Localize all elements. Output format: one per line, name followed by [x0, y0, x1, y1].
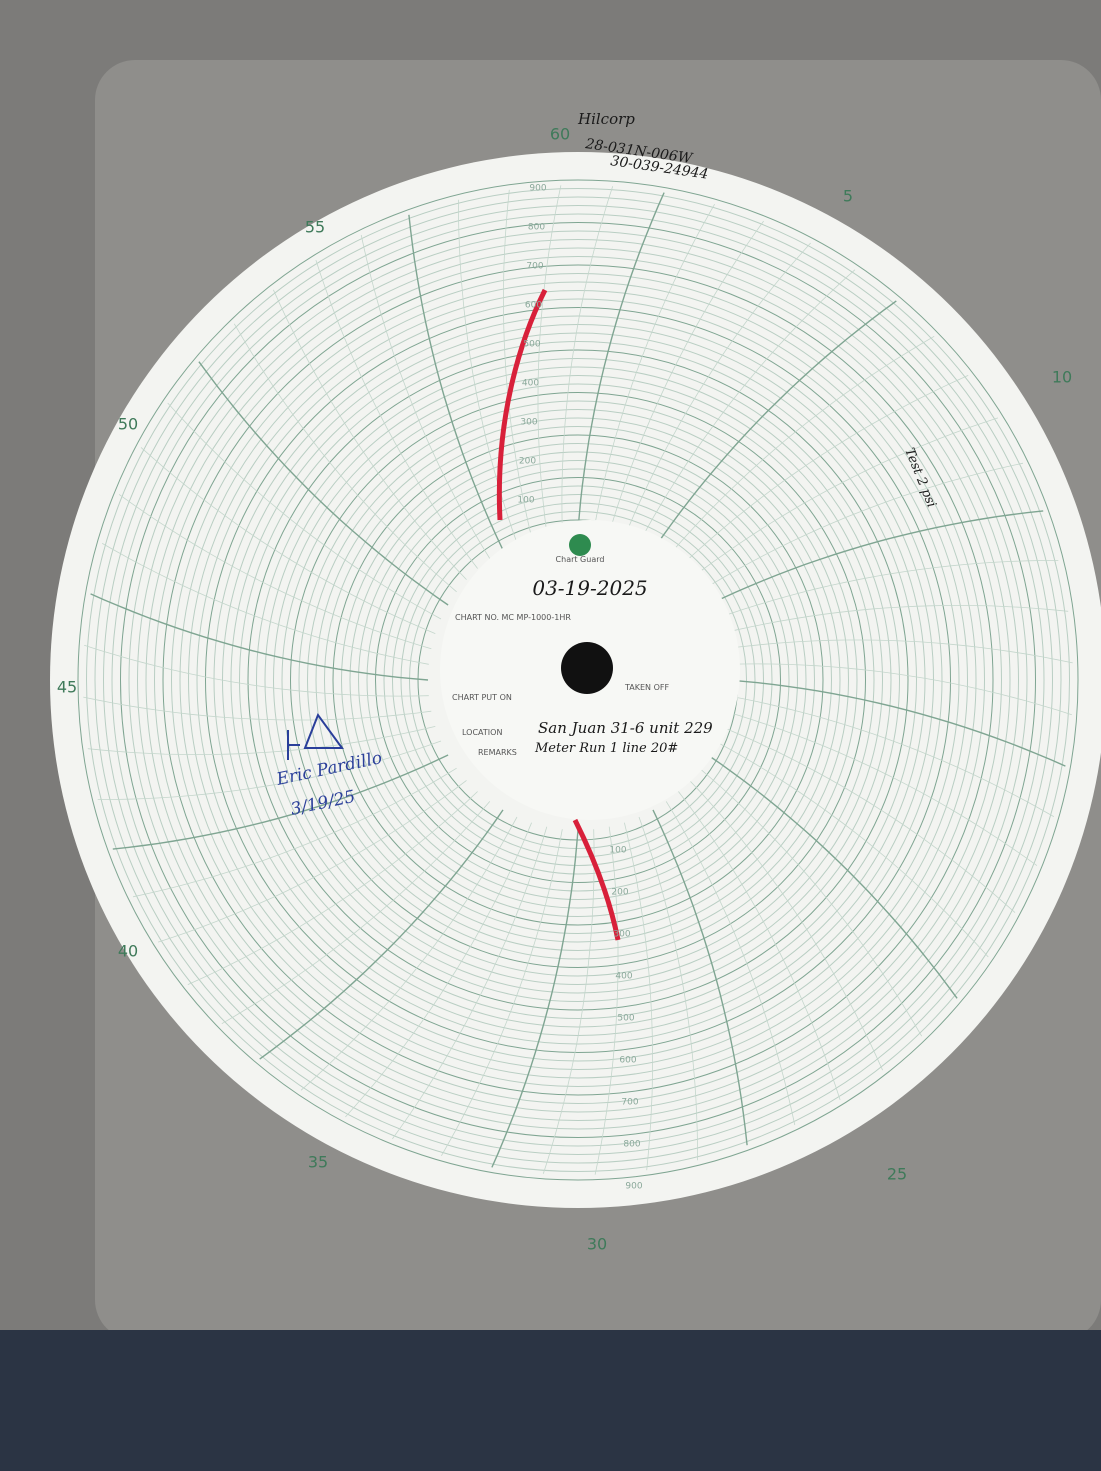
chart-no: CHART NO. MC MP-1000-1HR: [455, 613, 571, 622]
page: Chart Guard 03-19-2025 CHART NO. MC MP-1…: [0, 0, 1101, 1471]
scale-label: 500: [617, 1014, 634, 1024]
taken-off-label: TAKEN OFF: [624, 683, 669, 692]
scale-label: 100: [609, 846, 626, 856]
remarks: Meter Run 1 line 20#: [534, 741, 678, 756]
rim-label: 10: [1052, 368, 1072, 387]
header-note: Hilcorp: [577, 110, 635, 128]
center-hole: [561, 642, 613, 694]
scale-label: 900: [529, 184, 546, 194]
scale-label: 200: [519, 457, 536, 467]
scale-label: 300: [613, 930, 630, 940]
scale-label: 200: [611, 888, 628, 898]
scale-label: 800: [623, 1140, 640, 1150]
scale-label: 300: [520, 418, 537, 428]
rim-label: 5: [843, 187, 853, 206]
remarks-label: REMARKS: [478, 748, 517, 757]
scale-label: 800: [528, 223, 545, 233]
scale-label: 700: [526, 262, 543, 272]
rim-label: 55: [305, 218, 325, 237]
rim-label: 40: [118, 942, 138, 961]
rim-label: 35: [308, 1153, 328, 1172]
scale-label: 700: [621, 1098, 638, 1108]
rim-label: 25: [887, 1165, 907, 1184]
rim-label: 30: [587, 1235, 607, 1254]
location: San Juan 31-6 unit 229: [538, 719, 713, 737]
photo: Chart Guard 03-19-2025 CHART NO. MC MP-1…: [0, 0, 1101, 1471]
brand-logo: [569, 534, 591, 556]
rim-label: 45: [57, 678, 77, 697]
location-label: LOCATION: [462, 728, 502, 737]
scale-label: 900: [625, 1182, 642, 1192]
scale-label: 400: [522, 379, 539, 389]
scale-label: 100: [517, 496, 534, 506]
rim-label: 60: [550, 125, 570, 144]
put-on-label: CHART PUT ON: [452, 693, 512, 702]
rim-label: 50: [118, 415, 138, 434]
scale-label: 600: [525, 301, 542, 311]
scale-label: 500: [523, 340, 540, 350]
scale-label: 400: [615, 972, 632, 982]
date: 03-19-2025: [532, 576, 647, 600]
scale-label: 600: [619, 1056, 636, 1066]
brand: Chart Guard: [556, 555, 605, 564]
lap: [0, 1330, 1101, 1471]
